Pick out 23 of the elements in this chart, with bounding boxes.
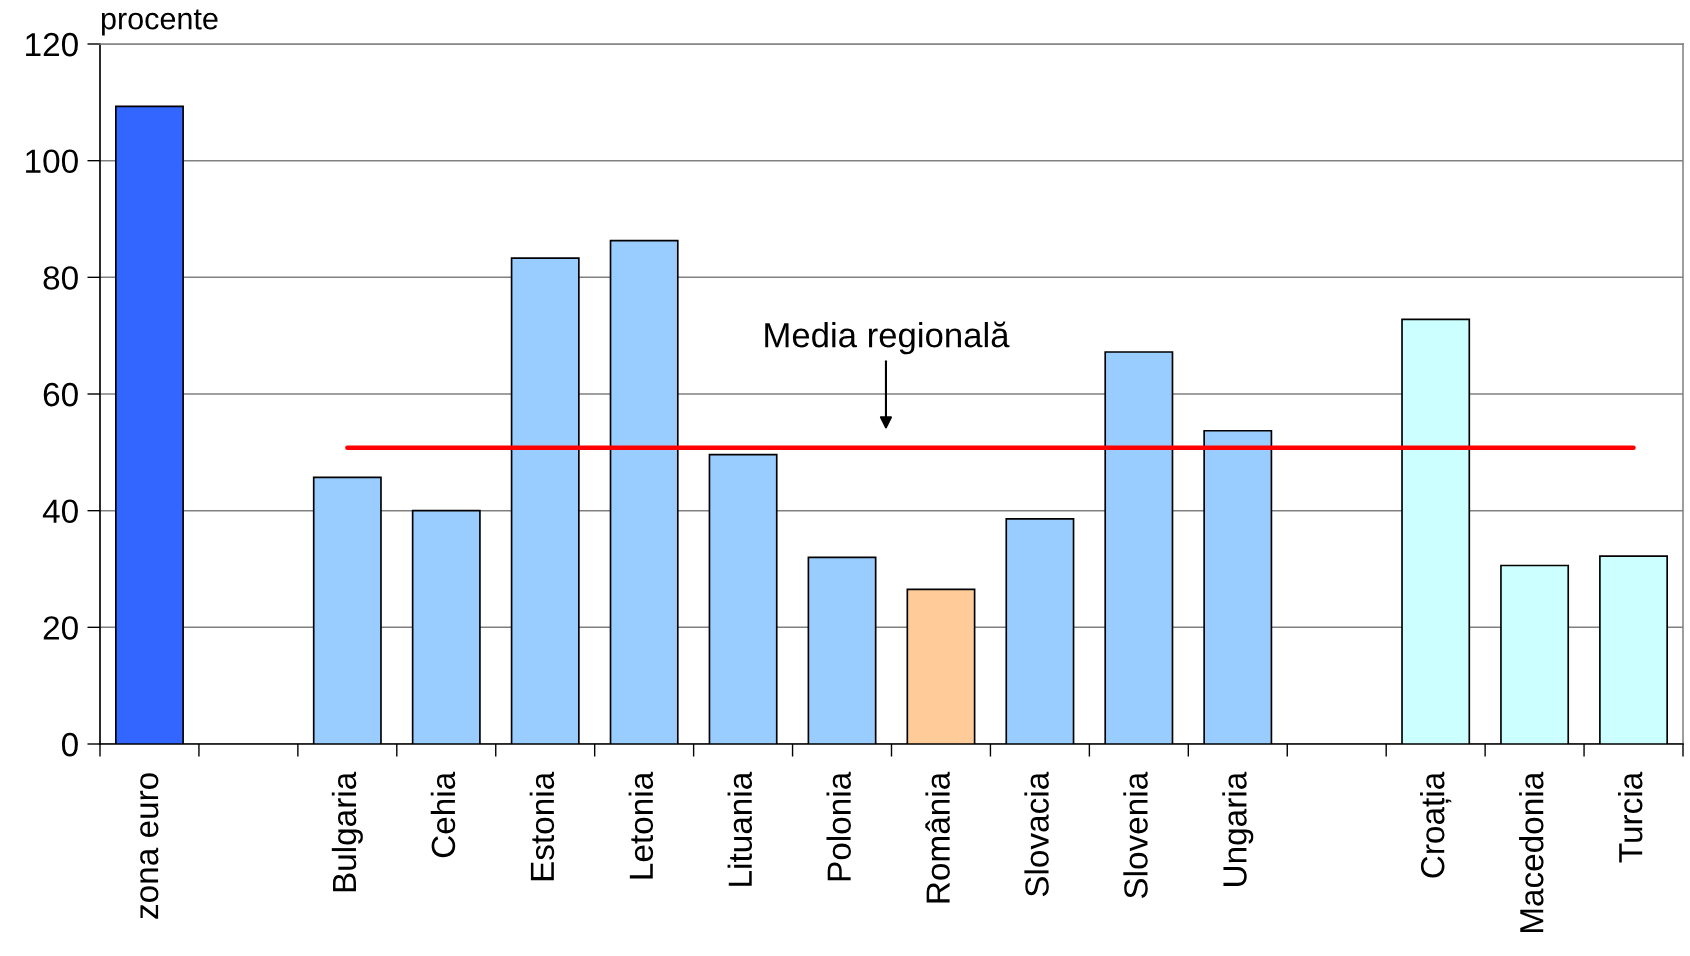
y-tick-label: 120 [26,32,78,57]
y-tick-label: 80 [43,266,78,290]
y-tick-label: 40 [42,499,78,524]
x-tick-label: Bulgaria [331,771,363,892]
x-tick-label: zona euro [140,773,159,919]
y-tick-label: 0 [61,732,78,757]
x-tick-label: Cehia [430,771,456,858]
y-tick-label: 100 [26,149,78,174]
x-tick-label: Slovacia [1024,771,1049,897]
x-tick-label: Slovenia [1123,771,1148,899]
x-tick-label: Ungaria [1222,771,1254,886]
x-tick-label: Letonia [628,771,654,879]
x-tick-label: Polonia [826,771,851,881]
x-tick-label: România [925,771,950,903]
x-tick-label: Lituania [727,771,753,886]
x-tick-label: Croația [1420,771,1452,878]
y-axis-title: procente [101,9,218,36]
x-tick-label: Turcia [1617,771,1643,863]
annotation: Media regională [765,321,1010,355]
y-tick-label: 60 [43,382,78,407]
y-tick-label: 20 [43,616,78,640]
x-tick-label: Macedonia [1519,771,1544,933]
x-tick-label: Estonia [529,771,555,881]
